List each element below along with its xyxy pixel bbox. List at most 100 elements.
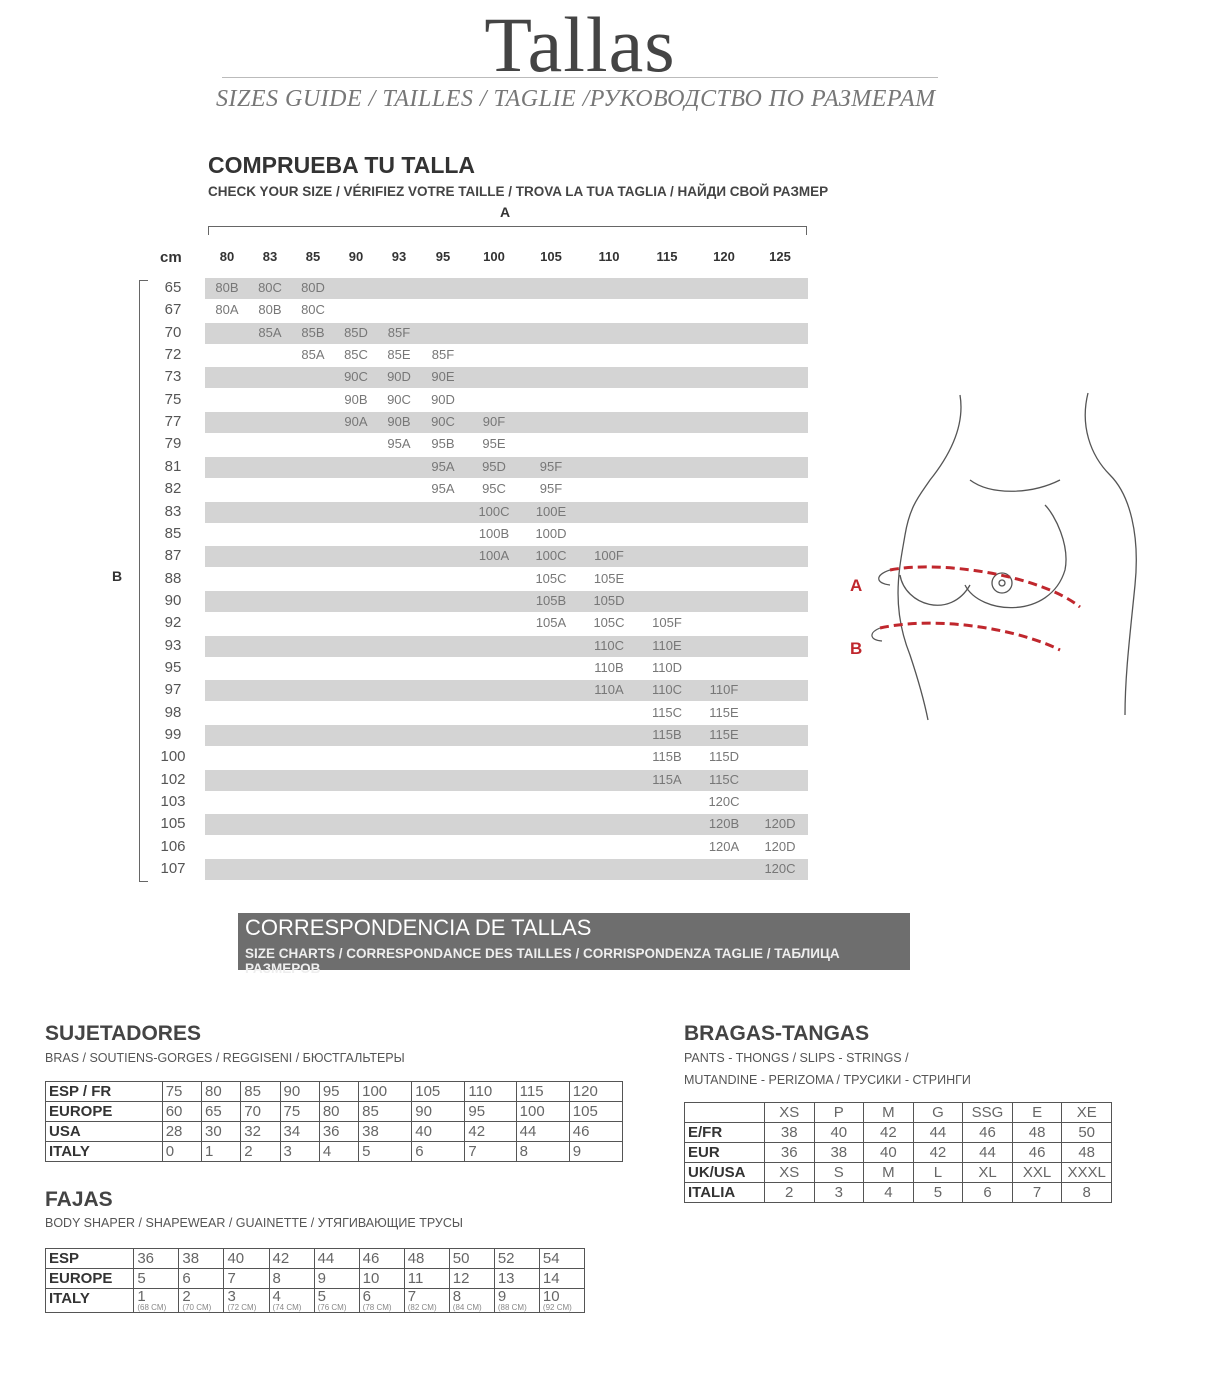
table-cell: 12	[448, 1268, 495, 1289]
table-cell: 105	[568, 1101, 624, 1122]
row-label: 102	[160, 770, 186, 788]
size-cell: 95B	[431, 436, 455, 452]
table-cell: S	[813, 1162, 865, 1183]
italy-size: 2	[182, 1288, 191, 1305]
pants-size-table: XS P M G SSG E XE E/FR 38 40 42 44 46 48 50 EUR 36 38 40 42…	[684, 1102, 1112, 1203]
table-cell: 0	[161, 1141, 202, 1162]
table-cell: 8	[268, 1268, 315, 1289]
table-cell: 14	[538, 1268, 586, 1289]
size-cell: 95D	[482, 458, 506, 474]
row-band	[205, 725, 808, 746]
row-header: EUROPE	[44, 1268, 135, 1289]
row-label: 100	[160, 748, 186, 766]
table-cell: 46	[962, 1122, 1013, 1143]
table-cell: 32	[240, 1121, 281, 1142]
title-divider	[222, 77, 938, 78]
table-row: UK/USA XS S M L XL XXL XXXL	[684, 1162, 1112, 1183]
size-cell: 90B	[344, 391, 368, 407]
row-label: 65	[164, 279, 182, 296]
table-cell: 48	[1061, 1142, 1112, 1163]
table-cell: 95	[464, 1101, 517, 1122]
size-cell: 85E	[387, 347, 411, 363]
table-cell: 28	[161, 1121, 202, 1142]
italy-size: 7	[407, 1288, 417, 1305]
row-label: 105	[160, 815, 186, 833]
size-cell: 95C	[482, 481, 506, 497]
size-cell: 105C	[535, 570, 567, 586]
table-row: EUROPE 5 6 7 8 9 10 11 12 13 14	[44, 1268, 586, 1289]
correspondence-banner: CORRESPONDENCIA DE TALLAS SIZE CHARTS / …	[238, 913, 910, 976]
row-label: 103	[160, 793, 186, 811]
table-cell: 10	[358, 1268, 405, 1289]
table-cell: 60	[161, 1101, 202, 1122]
table-cell: 85	[240, 1081, 281, 1102]
row-band	[205, 590, 808, 612]
table-row: EUROPE 60 65 70 75 80 85 90 95 100 105	[45, 1101, 624, 1122]
waist-note: (70 CM)	[182, 1303, 212, 1312]
size-cell: 85F	[431, 347, 455, 363]
table-cell: XXXL	[1061, 1162, 1112, 1183]
measure-b-label: B	[850, 639, 862, 658]
table-cell: 3	[813, 1182, 865, 1203]
column-header: 85	[305, 249, 321, 264]
size-cell: 90B	[387, 414, 411, 430]
bras-subtitle: BRAS / SOUTIENS-GORGES / REGGISENI / БЮС…	[45, 1051, 405, 1065]
column-header: 93	[391, 249, 407, 264]
row-label: 72	[164, 346, 182, 364]
size-cell: 105C	[593, 615, 625, 631]
row-label: 70	[164, 323, 182, 341]
table-cell: 46	[358, 1248, 405, 1269]
row-label: 98	[164, 703, 182, 721]
italy-size: 10	[542, 1288, 560, 1305]
row-header: ITALY	[45, 1141, 163, 1162]
row-header: ESP / FR	[45, 1081, 163, 1102]
table-cell: 4	[863, 1182, 914, 1203]
size-cell: 110A	[594, 682, 624, 698]
table-cell: 48	[1011, 1122, 1063, 1143]
table-cell: 38	[813, 1142, 865, 1163]
row-label: 90	[164, 591, 182, 609]
row-label: 75	[164, 390, 182, 408]
table-cell: 9	[313, 1268, 360, 1289]
table-cell: 54	[538, 1248, 586, 1269]
row-band	[205, 278, 808, 299]
table-cell: 44	[912, 1122, 964, 1143]
row-label: 87	[164, 547, 182, 565]
table-cell: 2	[763, 1182, 815, 1203]
table-cell: 10 (92 CM)	[538, 1288, 586, 1313]
row-header: UK/USA	[684, 1162, 765, 1183]
size-cell: 95A	[387, 436, 411, 452]
waist-note: (74 CM)	[272, 1303, 302, 1312]
table-cell: 90	[411, 1101, 466, 1122]
table-row: XS P M G SSG E XE	[684, 1102, 1112, 1123]
table-cell: 36	[133, 1248, 180, 1269]
table-cell: 13	[493, 1268, 540, 1289]
size-cell: 105F	[652, 615, 682, 631]
table-cell: 8 (84 CM)	[448, 1288, 495, 1313]
italy-size: 4	[272, 1288, 281, 1305]
size-cell: 115E	[709, 727, 739, 742]
size-cell: 100C	[535, 548, 567, 564]
size-cell: 115C	[651, 704, 683, 720]
size-cell: 120A	[708, 838, 740, 854]
waist-note: (76 CM)	[317, 1303, 347, 1312]
shapewear-title: FAJAS	[45, 1188, 113, 1211]
table-cell: 85	[358, 1101, 413, 1122]
axis-a-label: A	[500, 204, 511, 220]
row-label: 85	[164, 524, 182, 542]
row-header: ITALY	[44, 1288, 135, 1313]
size-cell: 100D	[535, 525, 567, 541]
size-cell: 120C	[764, 861, 796, 877]
waist-note: (82 CM)	[407, 1303, 437, 1312]
table-cell: 40	[223, 1248, 270, 1269]
table-cell: 40	[813, 1122, 865, 1143]
table-cell: XL	[962, 1162, 1013, 1183]
size-cell: 110E	[652, 637, 682, 653]
column-header: 115	[656, 249, 678, 264]
table-cell: 70	[240, 1101, 281, 1122]
page-subtitle: SIZES GUIDE / TAILLES / TAGLIE /РУКОВОДС…	[216, 86, 936, 112]
table-row: ESP / FR 75 80 85 90 95 100 105 110 115 120	[45, 1081, 624, 1102]
row-label: 88	[164, 569, 182, 587]
row-label: 73	[164, 368, 182, 386]
row-band	[205, 814, 808, 836]
